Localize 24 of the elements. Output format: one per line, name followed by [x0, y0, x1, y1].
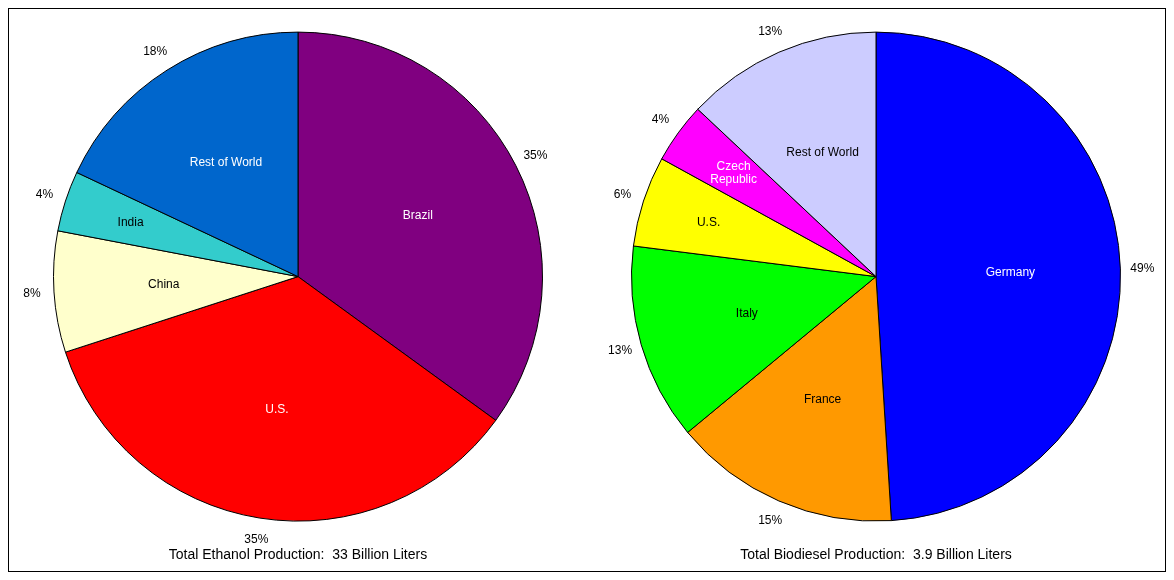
slice-label: Brazil [402, 207, 433, 222]
slice-label: Rest of World [786, 145, 859, 160]
slice-label: U.S. [265, 401, 289, 416]
data-label: 49% [1130, 260, 1155, 275]
slice-label: U.S. [696, 214, 721, 229]
slice-label: Germany [985, 264, 1036, 279]
text: Total Biodiesel Production: 3.9 Billion Liters [740, 546, 1012, 563]
slice-label: India [117, 214, 144, 229]
slice-label: Czech Republic [710, 158, 757, 186]
slice-label: Rest of World [189, 155, 263, 170]
data-label: 35% [244, 532, 269, 547]
slice-label: China [148, 277, 180, 292]
data-label: 35% [523, 147, 548, 162]
data-label: 8% [23, 285, 42, 300]
data-label: 15% [758, 513, 783, 528]
data-label: 6% [613, 186, 632, 201]
data-label: 13% [758, 24, 783, 39]
data-label: 13% [608, 343, 633, 358]
data-label: 4% [35, 186, 54, 201]
slice-label: France [803, 392, 842, 407]
data-label: 4% [651, 112, 670, 127]
text: Total Ethanol Production: 33 Billion Liters [168, 546, 428, 563]
slice-label: Italy [735, 306, 758, 321]
data-label: 18% [143, 43, 168, 58]
